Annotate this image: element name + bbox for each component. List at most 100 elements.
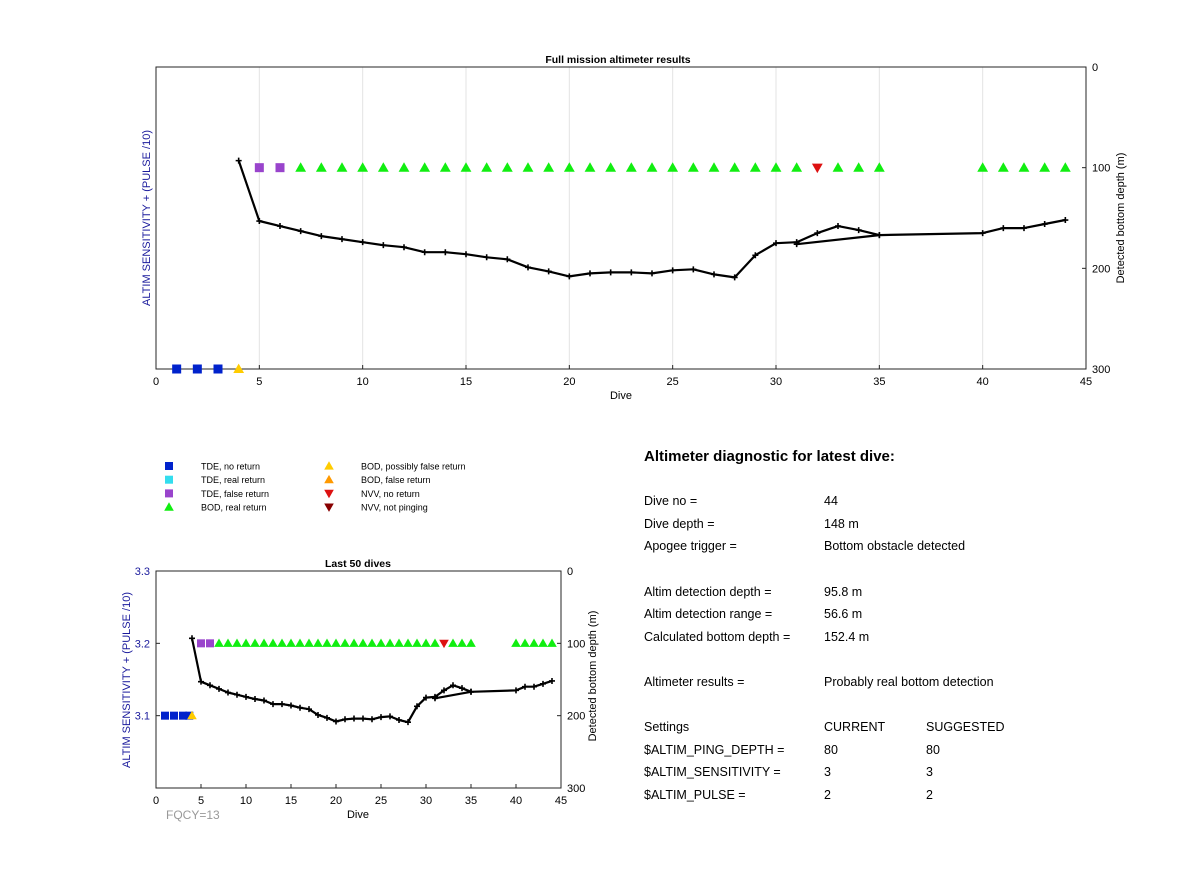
altimeter-marker <box>213 364 223 374</box>
altimeter-marker <box>448 638 458 647</box>
bottom-depth-point <box>359 239 366 246</box>
bottom-depth-point <box>468 688 474 695</box>
altimeter-marker <box>275 163 285 173</box>
top-chart-plot-area <box>155 66 1087 370</box>
altimeter-marker <box>749 162 761 172</box>
bottom-chart-plot-area <box>155 570 562 789</box>
bottom-chart-right-ylabel: Detected bottom depth (m) <box>587 611 599 742</box>
bottom-chart-title: Last 50 dives <box>325 558 391 570</box>
bottom-depth-point <box>216 685 222 692</box>
altimeter-marker <box>543 162 555 172</box>
bottom-depth-point <box>793 241 800 248</box>
setting-label: $ALTIM_SENSITIVITY = <box>644 765 781 779</box>
altimeter-marker <box>250 638 260 647</box>
altimeter-marker <box>192 364 202 374</box>
legend-marker <box>165 489 173 498</box>
altimeter-marker <box>419 162 431 172</box>
bottom-depth-point <box>318 233 325 240</box>
left-y-tick-label: 3.1 <box>135 711 150 723</box>
altimeter-results-label: Altimeter results = <box>644 675 745 689</box>
legend-item: BOD, possibly false return <box>324 461 466 472</box>
altimeter-marker <box>832 162 844 172</box>
bottom-chart-xlabel: Dive <box>347 809 369 821</box>
bottom-depth-point <box>189 635 195 642</box>
legend-item: BOD, false return <box>324 474 431 485</box>
bottom-depth-point <box>459 685 465 692</box>
top-chart-left-ylabel: ALTIM SENSITIVITY + (PULSE /10) <box>141 130 153 306</box>
altimeter-marker <box>197 639 205 648</box>
altimeter-marker <box>460 162 472 172</box>
altimeter-marker <box>161 711 169 720</box>
bottom-depth-point <box>387 713 393 720</box>
altim-detection-depth-label: Altim detection depth = <box>644 585 772 599</box>
bottom-chart-markers <box>161 638 557 720</box>
legend-label: BOD, real return <box>201 503 267 513</box>
apogee-trigger-value: Bottom obstacle detected <box>824 539 966 553</box>
altimeter-marker <box>481 162 493 172</box>
x-tick-label: 15 <box>285 795 297 807</box>
dive-no-value: 44 <box>824 494 838 508</box>
x-tick-label: 5 <box>256 376 262 388</box>
setting-suggested: 80 <box>926 743 940 757</box>
top-chart-ticks: 0 5 10 15 20 25 30 35 40 45 0 100 200 300 <box>153 62 1110 388</box>
legend-marker <box>165 462 173 470</box>
top-chart-gridlines <box>258 67 984 369</box>
altimeter-marker <box>584 162 596 172</box>
x-tick-label: 25 <box>667 376 679 388</box>
bottom-depth-point <box>566 273 573 280</box>
legend-marker <box>165 475 173 484</box>
bottom-depth-point <box>270 701 276 708</box>
bottom-depth-point <box>297 704 303 711</box>
bottom-depth-point <box>324 714 330 721</box>
altimeter-marker <box>501 162 513 172</box>
x-tick-label: 30 <box>770 376 782 388</box>
bottom-depth-point <box>1000 225 1007 232</box>
altimeter-marker <box>385 638 395 647</box>
legend-marker <box>164 502 174 511</box>
legend-marker <box>324 474 334 484</box>
altimeter-marker <box>1039 162 1051 172</box>
x-tick-label: 10 <box>357 376 369 388</box>
bottom-depth-point <box>380 242 387 249</box>
altimeter-marker <box>1018 162 1030 172</box>
x-tick-label: 0 <box>153 376 159 388</box>
altimeter-marker <box>254 163 264 173</box>
altimeter-marker <box>729 162 741 172</box>
altimeter-marker <box>646 162 658 172</box>
legend: TDE, no return TDE, real return TDE, false… <box>164 461 466 513</box>
bottom-depth-point <box>773 240 779 247</box>
x-tick-label: 20 <box>330 795 342 807</box>
setting-suggested: 2 <box>926 788 933 802</box>
setting-current: 80 <box>824 743 838 757</box>
legend-label: NVV, not pinging <box>361 503 428 513</box>
legend-item: NVV, not pinging <box>324 503 428 513</box>
dive-depth-value: 148 m <box>824 517 859 531</box>
altimeter-marker <box>439 639 449 649</box>
legend-marker <box>324 461 334 470</box>
legend-item: TDE, false return <box>165 489 269 499</box>
bottom-depth-point <box>432 695 438 702</box>
bottom-depth-point <box>198 678 204 685</box>
bottom-depth-point <box>225 689 231 696</box>
x-tick-label: 30 <box>420 795 432 807</box>
bottom-depth-point <box>261 697 267 704</box>
bottom-depth-point <box>396 717 402 724</box>
altimeter-marker <box>304 638 314 647</box>
altimeter-marker <box>687 162 699 172</box>
bottom-depth-point <box>587 270 593 277</box>
bottom-depth-point <box>483 254 490 261</box>
bottom-depth-point <box>369 716 375 723</box>
bottom-depth-series-line <box>190 638 553 724</box>
altimeter-marker <box>295 162 307 172</box>
altimeter-marker <box>340 638 350 647</box>
bottom-depth-point <box>690 266 697 273</box>
bottom-depth-point <box>342 716 348 723</box>
calculated-bottom-depth-value: 152.4 m <box>824 630 870 644</box>
altimeter-marker <box>357 162 369 172</box>
altimeter-marker <box>997 162 1009 172</box>
bottom-depth-point <box>513 687 519 694</box>
setting-label: $ALTIM_PING_DEPTH = <box>644 743 785 757</box>
altimeter-marker <box>398 162 410 172</box>
bottom-depth-point <box>306 706 312 713</box>
altimeter-marker <box>977 162 989 172</box>
